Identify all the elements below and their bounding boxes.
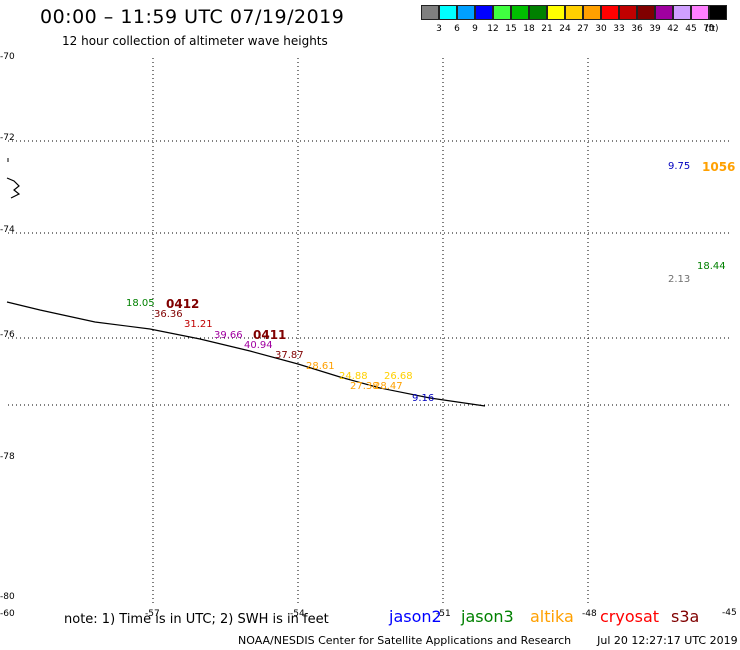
wave-height-label: 0411 bbox=[253, 328, 287, 342]
scale-swatch bbox=[565, 5, 583, 20]
wave-height-label: 9.75 bbox=[668, 161, 691, 172]
latitude-label: -78 bbox=[0, 452, 15, 462]
scale-swatch bbox=[619, 5, 637, 20]
scale-label: 12 bbox=[487, 24, 499, 34]
scale-label: 36 bbox=[631, 24, 643, 34]
wave-height-label: 18.44 bbox=[697, 261, 726, 272]
scale-label: 27 bbox=[577, 24, 589, 34]
wave-height-label: 2.13 bbox=[668, 274, 691, 285]
scale-swatch bbox=[529, 5, 547, 20]
scale-swatch bbox=[601, 5, 619, 20]
scale-swatch bbox=[493, 5, 511, 20]
timestamp: Jul 20 12:27:17 UTC 2019 bbox=[597, 634, 738, 647]
satellite-altika: altika bbox=[530, 607, 574, 626]
scale-label: 15 bbox=[505, 24, 517, 34]
scale-swatch bbox=[547, 5, 565, 20]
scale-label: 21 bbox=[541, 24, 553, 34]
scale-swatch bbox=[691, 5, 709, 20]
latitude-label: -60 bbox=[0, 609, 15, 619]
credit-line: NOAA/NESDIS Center for Satellite Applica… bbox=[238, 634, 738, 647]
scale-swatch bbox=[655, 5, 673, 20]
satellite-jason2: jason2 bbox=[389, 607, 442, 626]
longitude-label: -54 bbox=[290, 609, 305, 619]
scale-swatch bbox=[673, 5, 691, 20]
wave-height-label: 1056 bbox=[702, 160, 736, 174]
scale-label: 24 bbox=[559, 24, 571, 34]
wave-height-label: 9.16 bbox=[412, 393, 435, 404]
scale-label: 3 bbox=[436, 24, 442, 34]
scale-swatch bbox=[709, 5, 727, 20]
wave-height-label: 27.38 bbox=[350, 381, 379, 392]
wave-height-label: 36.36 bbox=[154, 309, 183, 320]
latitude-label: -70 bbox=[0, 52, 15, 62]
scale-swatch bbox=[511, 5, 529, 20]
wave-height-label: 40.94 bbox=[244, 340, 273, 351]
graticule bbox=[8, 58, 730, 606]
wave-height-label: 26.68 bbox=[384, 371, 413, 382]
scale-unit: (ft) bbox=[705, 24, 719, 34]
scale-label: 33 bbox=[613, 24, 625, 34]
satellite-cryosat: cryosat bbox=[600, 607, 660, 626]
wave-height-label: 0412 bbox=[166, 297, 200, 311]
page-subtitle: 12 hour collection of altimeter wave hei… bbox=[62, 34, 328, 48]
scale-swatch bbox=[583, 5, 601, 20]
page-title: 00:00 – 11:59 UTC 07/19/2019 bbox=[40, 6, 345, 28]
longitude-label: -57 bbox=[145, 609, 160, 619]
scale-label: 18 bbox=[523, 24, 535, 34]
scale-label: 9 bbox=[472, 24, 478, 34]
longitude-label: -48 bbox=[582, 609, 597, 619]
latitude-label: -76 bbox=[0, 330, 15, 340]
scale-swatch bbox=[637, 5, 655, 20]
wave-height-label: 24.88 bbox=[339, 371, 368, 382]
wave-height-label: 39.66 bbox=[214, 330, 243, 341]
scale-label: 39 bbox=[649, 24, 661, 34]
scale-label: 6 bbox=[454, 24, 460, 34]
wave-height-label: 37.87 bbox=[275, 350, 304, 361]
coastline bbox=[6, 301, 486, 407]
wave-height-label: 28.47 bbox=[374, 381, 403, 392]
scale-swatch bbox=[421, 5, 439, 20]
scale-swatch bbox=[475, 5, 493, 20]
scale-label: 45 bbox=[685, 24, 697, 34]
wave-height-label: 18.05 bbox=[126, 298, 155, 309]
satellite-jason3: jason3 bbox=[461, 607, 514, 626]
scale-label: 42 bbox=[667, 24, 679, 34]
scale-label: 30 bbox=[595, 24, 607, 34]
latitude-label: -74 bbox=[0, 225, 15, 235]
scale-label: 70 bbox=[703, 24, 715, 34]
coastline-fragment bbox=[6, 177, 21, 199]
scale-swatch bbox=[439, 5, 457, 20]
satellite-s3a: s3a bbox=[671, 607, 700, 626]
credit-text: NOAA/NESDIS Center for Satellite Applica… bbox=[238, 634, 572, 647]
latitude-label: -72 bbox=[0, 133, 15, 143]
longitude-label: -51 bbox=[436, 609, 451, 619]
latitude-label: -80 bbox=[0, 592, 15, 602]
note-text: note: 1) Time is in UTC; 2) SWH is in fe… bbox=[64, 612, 329, 627]
scale-swatch bbox=[457, 5, 475, 20]
wave-height-label: 31.21 bbox=[184, 319, 213, 330]
wave-height-label: 28.61 bbox=[306, 361, 335, 372]
longitude-label: -45 bbox=[722, 608, 737, 618]
